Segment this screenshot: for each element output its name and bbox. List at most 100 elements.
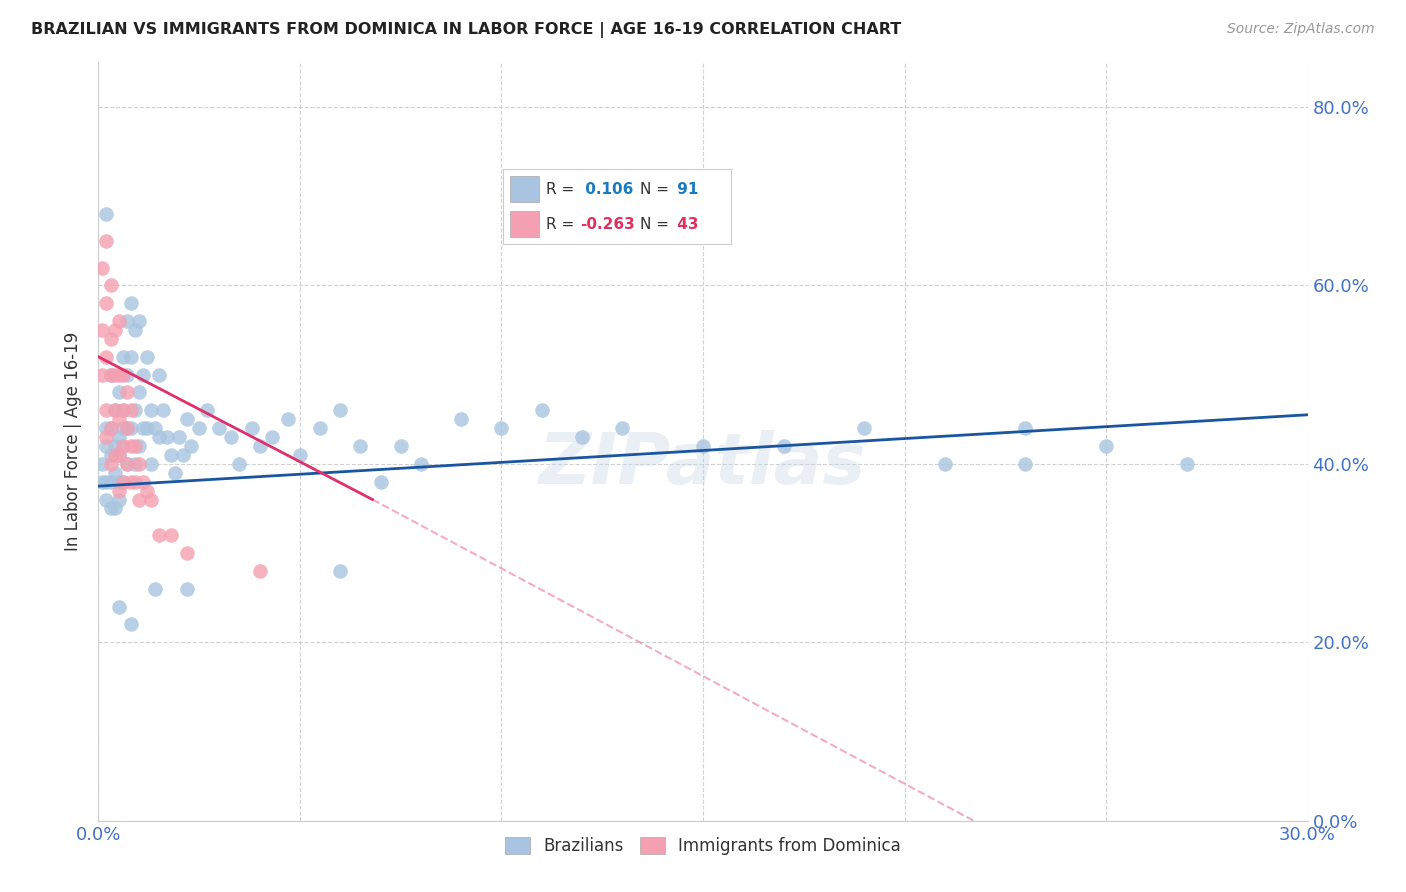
Text: N =: N = — [640, 182, 669, 197]
Point — [128, 439, 150, 453]
Point — [349, 439, 371, 453]
Point — [128, 457, 150, 471]
Point — [853, 421, 876, 435]
Point — [111, 350, 134, 364]
Point — [96, 296, 118, 310]
Point — [107, 368, 129, 382]
Point — [103, 501, 125, 516]
Point — [100, 457, 122, 471]
Point — [103, 439, 125, 453]
Point — [160, 528, 183, 542]
Point — [692, 439, 714, 453]
Point — [111, 439, 134, 453]
Point — [115, 421, 138, 435]
Point — [107, 475, 129, 489]
Point — [103, 448, 125, 462]
Point — [124, 439, 146, 453]
Point — [96, 421, 118, 435]
Point — [111, 368, 134, 382]
Point — [107, 599, 129, 614]
Point — [96, 350, 118, 364]
Point — [111, 403, 134, 417]
Point — [167, 430, 190, 444]
Point — [409, 457, 432, 471]
Point — [120, 421, 142, 435]
Point — [389, 439, 412, 453]
Text: 43: 43 — [672, 217, 699, 232]
Point — [115, 457, 138, 471]
Point — [1095, 439, 1118, 453]
Text: 91: 91 — [672, 182, 699, 197]
Text: N =: N = — [640, 217, 669, 232]
Point — [132, 368, 155, 382]
Text: ZIPatlas: ZIPatlas — [540, 430, 866, 499]
Text: 0.106: 0.106 — [581, 182, 634, 197]
Point — [96, 475, 118, 489]
Point — [1014, 457, 1036, 471]
Point — [228, 457, 250, 471]
Point — [124, 323, 146, 337]
Point — [139, 492, 162, 507]
Point — [107, 430, 129, 444]
Point — [107, 448, 129, 462]
Point — [249, 439, 271, 453]
Point — [176, 582, 198, 596]
Point — [115, 385, 138, 400]
Point — [115, 314, 138, 328]
Point — [530, 403, 553, 417]
Point — [1014, 421, 1036, 435]
Point — [111, 439, 134, 453]
Point — [135, 350, 157, 364]
Point — [96, 492, 118, 507]
Point — [571, 430, 593, 444]
Point — [120, 296, 142, 310]
Point — [163, 466, 186, 480]
Point — [96, 439, 118, 453]
Text: R =: R = — [546, 217, 575, 232]
Point — [103, 368, 125, 382]
Point — [176, 546, 198, 560]
Point — [260, 430, 283, 444]
Point — [100, 421, 122, 435]
Point — [240, 421, 263, 435]
Point — [934, 457, 956, 471]
Point — [120, 617, 142, 632]
Point — [491, 421, 513, 435]
Point — [208, 421, 231, 435]
Point — [249, 564, 271, 578]
Point — [115, 421, 138, 435]
Point — [148, 368, 170, 382]
Point — [96, 234, 118, 248]
Point — [188, 421, 211, 435]
Point — [124, 475, 146, 489]
Point — [128, 314, 150, 328]
Text: -0.263: -0.263 — [581, 217, 636, 232]
Point — [107, 412, 129, 426]
Point — [103, 323, 125, 337]
Point — [120, 475, 142, 489]
Point — [772, 439, 794, 453]
Point — [143, 421, 166, 435]
Point — [152, 403, 174, 417]
Point — [100, 421, 122, 435]
Point — [176, 412, 198, 426]
Point — [107, 314, 129, 328]
Point — [100, 501, 122, 516]
Point — [103, 403, 125, 417]
Point — [91, 475, 114, 489]
Point — [111, 403, 134, 417]
Point — [100, 332, 122, 346]
Point — [612, 421, 634, 435]
Point — [100, 475, 122, 489]
Point — [288, 448, 311, 462]
Point — [91, 323, 114, 337]
Point — [91, 260, 114, 275]
Point — [96, 207, 118, 221]
Point — [100, 368, 122, 382]
Point — [172, 448, 194, 462]
Point — [156, 430, 179, 444]
Point — [120, 350, 142, 364]
Point — [100, 278, 122, 293]
Point — [120, 403, 142, 417]
Point — [135, 483, 157, 498]
